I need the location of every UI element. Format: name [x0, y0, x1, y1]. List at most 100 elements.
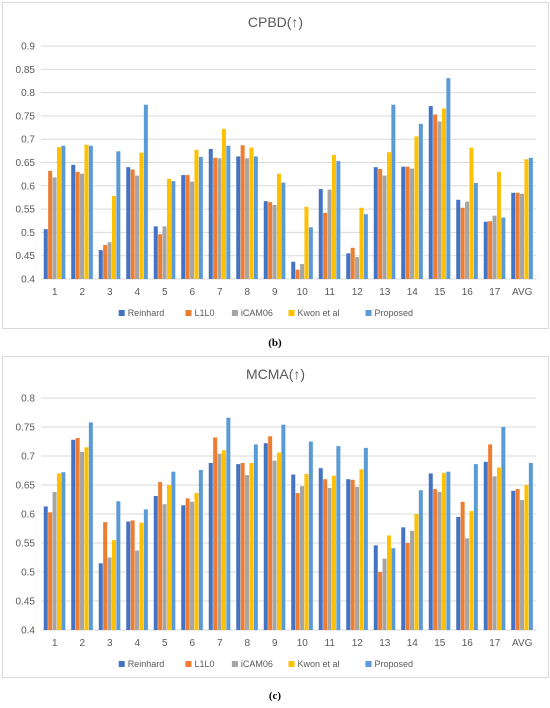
bar-l1l0-7 [213, 437, 218, 630]
bar-reinhard-13 [373, 167, 378, 279]
bar-reinhard-7 [208, 148, 213, 279]
y-tick-label: 0.5 [21, 228, 35, 239]
x-tick-label: 4 [134, 287, 140, 298]
bar-icam06-2 [80, 173, 85, 279]
bar-icam06-16 [465, 538, 470, 630]
bar-icam06-1 [52, 177, 57, 279]
x-tick-label: 15 [434, 638, 446, 649]
bar-kwon-et-al-17 [496, 467, 501, 630]
bar-l1l0-16 [460, 501, 465, 630]
bar-reinhard-12 [346, 253, 351, 279]
x-tick-label: 9 [272, 638, 278, 649]
bar-l1l0-avg [515, 192, 520, 279]
bar-icam06-12 [355, 486, 360, 630]
bar-icam06-9 [272, 460, 277, 630]
bar-reinhard-2 [71, 439, 76, 630]
bar-kwon-et-al-5 [166, 485, 171, 630]
bar-icam06-1 [52, 491, 57, 630]
y-tick-label: 0.8 [21, 394, 35, 405]
legend-label: Reinhard [128, 308, 165, 318]
bar-icam06-13 [382, 558, 387, 630]
x-tick-label: 8 [244, 287, 250, 298]
bar-reinhard-avg [511, 490, 516, 630]
bar-l1l0-10 [295, 493, 300, 630]
bar-proposed-3 [116, 501, 121, 630]
legend-label: Kwon et al [298, 659, 340, 669]
legend-swatch-l1l0 [185, 661, 192, 667]
x-tick-label: 2 [79, 638, 85, 649]
bar-kwon-et-al-9 [276, 173, 281, 279]
legend-swatch-kwon-et-al [288, 661, 295, 667]
bar-proposed-9 [281, 424, 286, 630]
x-tick-label: 9 [272, 287, 278, 298]
x-tick-label: 14 [407, 287, 419, 298]
bar-proposed-15 [446, 471, 451, 630]
bar-l1l0-15 [433, 114, 438, 279]
bar-icam06-10 [300, 264, 305, 279]
bar-reinhard-4 [126, 521, 131, 630]
bar-l1l0-14 [405, 166, 410, 279]
bar-kwon-et-al-14 [414, 514, 419, 630]
bar-l1l0-2 [75, 438, 80, 630]
bar-icam06-16 [465, 201, 470, 279]
bar-reinhard-1 [43, 506, 48, 630]
bar-icam06-8 [245, 475, 250, 630]
bar-proposed-16 [473, 183, 478, 279]
legend-swatch-icam06 [231, 310, 238, 316]
bar-proposed-17 [501, 427, 506, 630]
bar-reinhard-11 [318, 468, 323, 630]
bar-kwon-et-al-9 [276, 452, 281, 630]
bar-l1l0-4 [130, 520, 135, 630]
bar-proposed-12 [363, 214, 368, 279]
bar-reinhard-16 [456, 199, 461, 279]
bar-reinhard-7 [208, 462, 213, 630]
x-tick-label: 13 [379, 287, 391, 298]
bar-kwon-et-al-15 [441, 108, 446, 279]
bar-proposed-2 [88, 422, 93, 630]
bar-l1l0-8 [240, 145, 245, 279]
bar-l1l0-2 [75, 171, 80, 279]
mcma-chart-panel: MCMA(↑) 0.4 0.45 0.5 0.55 0.6 0.65 0.7 0.75 0.8 1 2… [2, 356, 549, 678]
bar-l1l0-4 [130, 169, 135, 279]
bar-l1l0-15 [433, 489, 438, 630]
bar-l1l0-12 [350, 247, 355, 279]
bar-proposed-16 [473, 464, 478, 630]
legend-label: Reinhard [128, 659, 165, 669]
bar-kwon-et-al-5 [166, 178, 171, 279]
bar-icam06-avg [520, 193, 525, 279]
bar-kwon-et-al-10 [304, 206, 309, 279]
bar-l1l0-5 [158, 234, 163, 279]
bar-l1l0-9 [268, 202, 273, 279]
bar-proposed-2 [88, 145, 93, 279]
mcma-chart-title: MCMA(↑) [246, 366, 305, 382]
x-tick-label: 12 [352, 287, 364, 298]
bar-icam06-3 [107, 557, 112, 630]
bar-l1l0-17 [488, 444, 493, 630]
bar-l1l0-12 [350, 479, 355, 630]
bar-kwon-et-al-11 [331, 475, 336, 630]
y-tick-label: 0.6 [21, 510, 35, 521]
y-tick-label: 0.75 [16, 111, 36, 122]
x-tick-label: 7 [217, 287, 223, 298]
bar-l1l0-16 [460, 207, 465, 279]
y-tick-label: 0.65 [16, 481, 36, 492]
bar-proposed-13 [391, 548, 396, 630]
x-tick-label: 5 [162, 638, 168, 649]
bar-reinhard-15 [428, 106, 433, 279]
bar-kwon-et-al-4 [139, 152, 144, 279]
bar-icam06-5 [162, 226, 167, 279]
bar-proposed-8 [253, 156, 258, 279]
bar-icam06-7 [217, 158, 222, 279]
x-tick-label: 17 [489, 287, 501, 298]
y-tick-label: 0.55 [16, 539, 36, 550]
x-tick-label: 6 [189, 638, 195, 649]
bar-proposed-10 [308, 441, 313, 630]
mcma-chart: MCMA(↑)0.40.450.50.550.60.650.70.750.81 2… [16, 366, 536, 669]
y-tick-label: 0.75 [16, 423, 36, 434]
legend-swatch-reinhard [118, 661, 125, 667]
bar-kwon-et-al-3 [111, 540, 116, 630]
bar-kwon-et-al-16 [469, 147, 474, 279]
x-tick-label: 5 [162, 287, 168, 298]
bar-proposed-15 [446, 78, 451, 280]
x-tick-label: 11 [325, 638, 336, 649]
